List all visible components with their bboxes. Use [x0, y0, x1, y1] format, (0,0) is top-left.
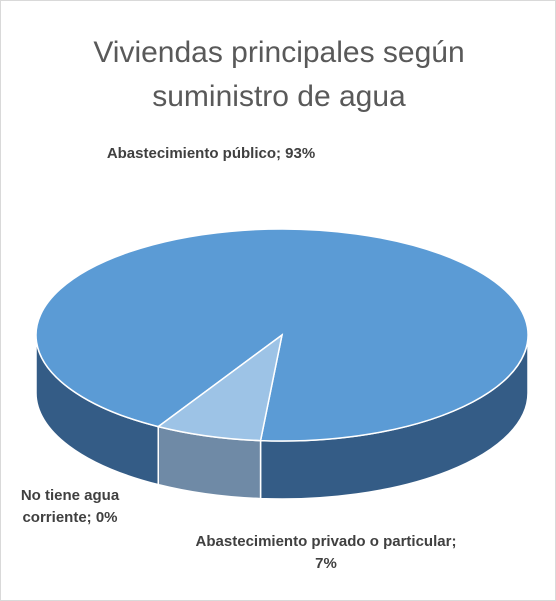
data-label: No tiene agua corriente; 0%: [20, 487, 120, 526]
data-label: Abastecimiento público; 93%: [106, 145, 316, 162]
slice: [156, 333, 284, 442]
data-label: Abastecimiento privado o particular; 7%: [195, 533, 457, 572]
chart-title: Viviendas principales según suministro d…: [93, 36, 465, 113]
